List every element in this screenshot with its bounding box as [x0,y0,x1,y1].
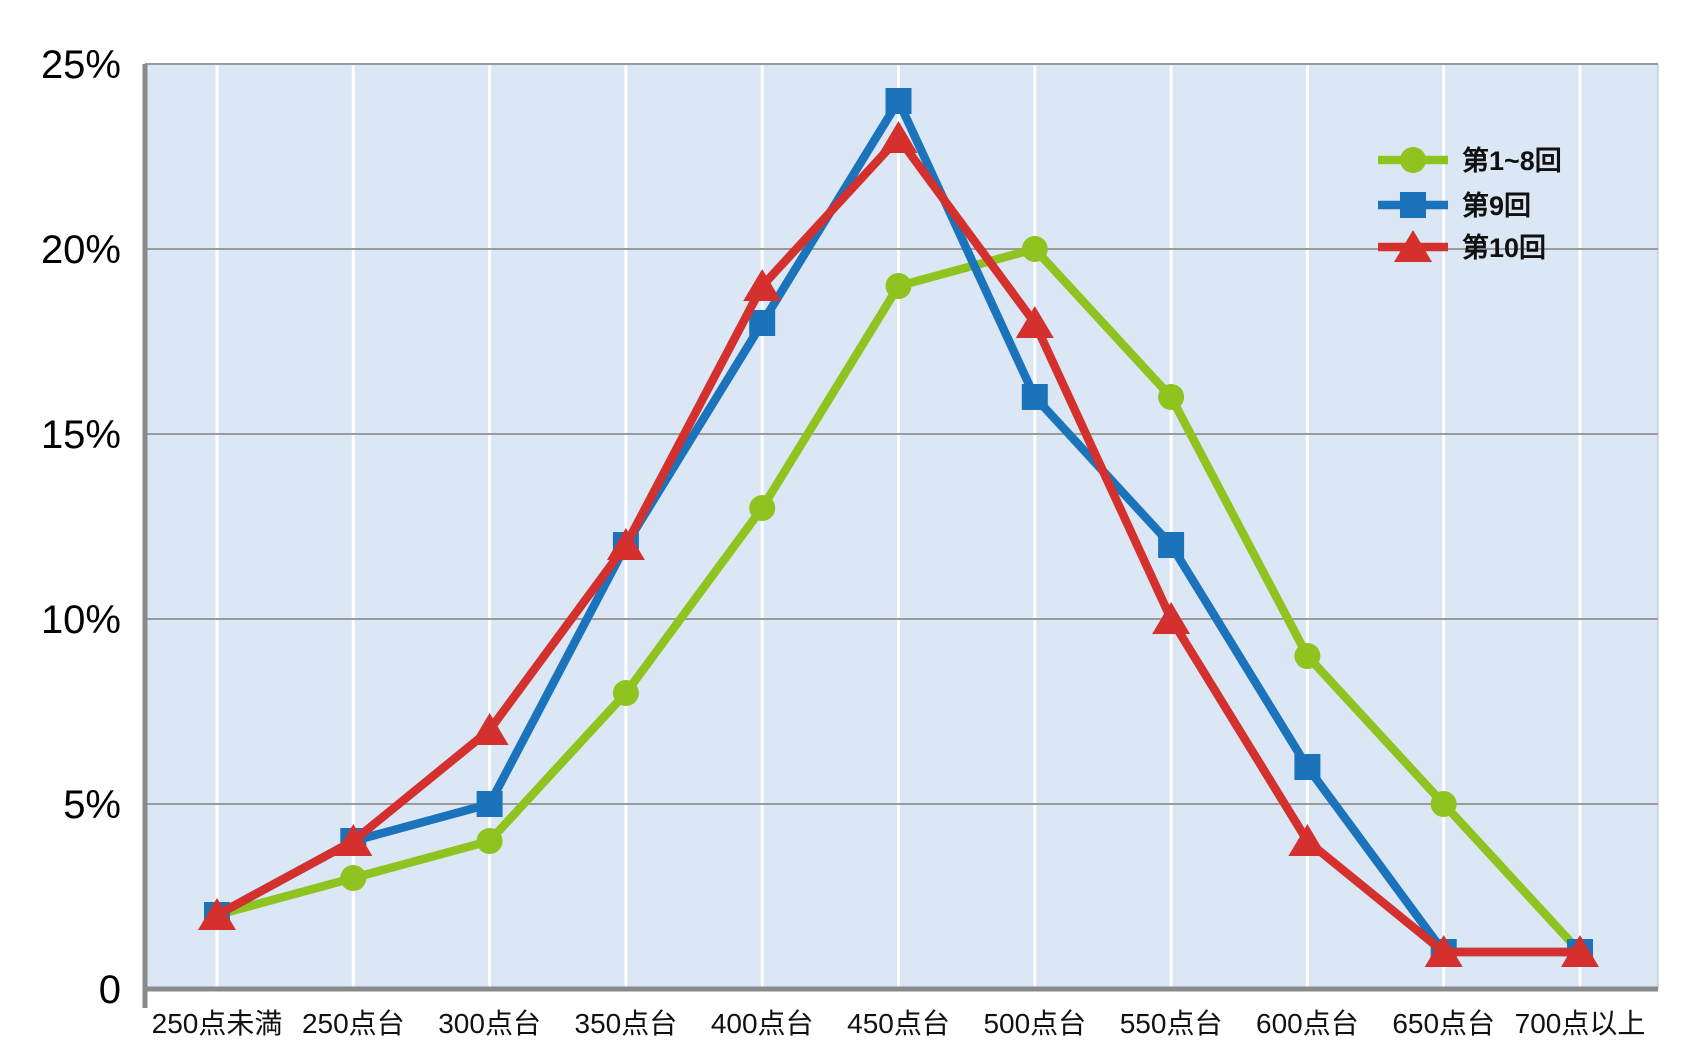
data-point [1430,791,1457,817]
x-tick-label: 250点台 [302,1008,405,1039]
data-point [1152,602,1191,634]
data-point [198,898,236,930]
data-point [749,310,776,336]
x-tick-label: 500点台 [983,1008,1086,1039]
data-point [340,865,367,891]
data-point [1021,384,1048,410]
data-point [334,824,373,856]
data-point [1294,643,1321,669]
x-tick-label: 350点台 [575,1008,678,1039]
y-tick-label: 15% [41,413,121,457]
y-tick-label: 0 [99,968,121,1012]
data-point [470,713,509,745]
data-point [612,680,639,706]
legend-label: 第10回 [1462,232,1546,263]
data-point [1015,306,1054,338]
x-tick-label: 400点台 [711,1008,814,1039]
data-point [1288,824,1327,856]
y-tick-label: 10% [41,598,121,642]
y-tick-label: 25% [41,43,121,87]
data-point [749,495,776,521]
data-point [885,273,912,299]
data-point [743,269,782,301]
data-point [476,791,503,817]
data-point [1294,754,1321,780]
plot-area [144,63,1659,990]
x-tick-label: 250点未満 [152,1008,283,1039]
y-tick-label: 20% [41,228,121,272]
data-point [1158,532,1185,558]
y-tick-label: 5% [63,783,121,827]
data-point [476,828,503,854]
legend-marker-square [1400,192,1426,218]
data-point [885,88,912,114]
data-point [1158,384,1185,410]
x-tick-label: 550点台 [1120,1008,1223,1039]
x-tick-label: 300点台 [438,1008,541,1039]
data-point [1021,236,1048,262]
legend-marker-triangle [1394,230,1432,262]
legend-item: 第1~8回 [1378,145,1562,176]
data-point [879,121,918,153]
legend-marker-circle [1400,147,1426,173]
legend-label: 第1~8回 [1462,145,1562,176]
data-point [606,528,645,560]
x-tick-label: 600点台 [1256,1008,1359,1039]
x-tick-label: 700点以上 [1515,1008,1646,1039]
x-tick-label: 650点台 [1392,1008,1495,1039]
x-tick-label: 450点台 [847,1008,950,1039]
data-point [1424,935,1463,967]
legend-label: 第9回 [1462,190,1531,221]
data-point [1561,935,1599,967]
